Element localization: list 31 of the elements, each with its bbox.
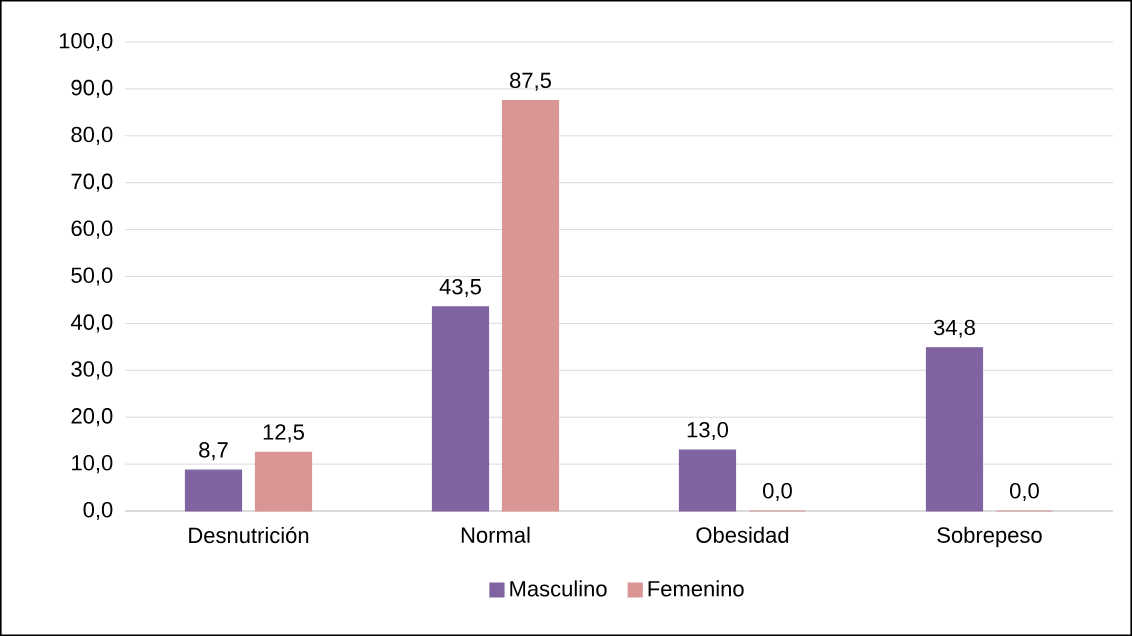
x-tick-label: Normal <box>461 526 530 543</box>
y-tick-label: 60,0 <box>71 220 113 239</box>
data-label: 0,0 <box>1010 482 1039 502</box>
data-label: 12,5 <box>263 424 304 443</box>
data-label: 43,5 <box>439 278 481 298</box>
y-tick-label: 40,0 <box>70 314 113 333</box>
data-label: 0,0 <box>763 482 792 502</box>
y-tick-label: 0,0 <box>83 501 113 521</box>
bar <box>184 469 243 512</box>
legend-label: Masculino <box>510 580 607 597</box>
x-tick-label: Obesidad <box>696 526 789 543</box>
x-tick-label: Desnutrición <box>189 526 309 544</box>
bar <box>925 347 984 512</box>
y-tick-label: 30,0 <box>71 361 113 380</box>
y-tick-label: 50,0 <box>71 267 113 286</box>
y-tick-label: 10,0 <box>72 455 113 474</box>
y-tick-label: 100,0 <box>59 32 113 52</box>
data-label: 13,0 <box>687 421 729 441</box>
x-tick-label: Sobrepeso <box>937 526 1042 548</box>
bar <box>501 100 560 512</box>
legend-label: Femenino <box>648 580 744 597</box>
bar <box>678 449 737 512</box>
y-tick-label: 80,0 <box>71 126 113 145</box>
data-label: 87,5 <box>510 72 551 91</box>
data-label: 8,7 <box>199 442 228 461</box>
y-tick-label: 70,0 <box>71 173 113 192</box>
bar <box>431 306 490 512</box>
y-tick-label: 20,0 <box>71 408 113 427</box>
data-label: 34,8 <box>933 319 975 338</box>
bar <box>254 451 313 512</box>
y-tick-label: 90,0 <box>71 79 113 98</box>
